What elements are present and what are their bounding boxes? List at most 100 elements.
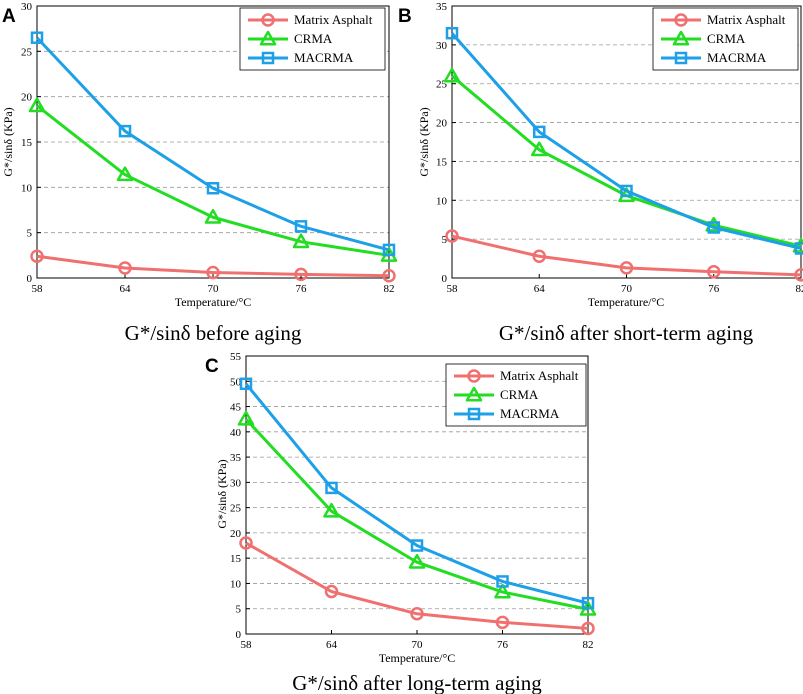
circle-marker [445, 229, 459, 243]
legend-label: MACRMA [294, 50, 354, 65]
x-tick-label: 82 [796, 283, 803, 295]
x-tick-label: 76 [708, 283, 720, 295]
x-tick-label: 58 [32, 283, 44, 295]
x-axis-label: Temperature/°C [379, 651, 456, 665]
x-tick-label: 76 [296, 283, 308, 295]
legend-label: Matrix Asphalt [294, 12, 373, 27]
legend-label: CRMA [707, 31, 746, 46]
y-tick-label: 0 [236, 629, 242, 641]
legend-circle-marker [261, 13, 275, 27]
series-matrix-asphalt [445, 229, 803, 282]
y-tick-label: 35 [436, 1, 448, 13]
square-marker [294, 220, 308, 233]
x-tick-label: 64 [534, 283, 546, 295]
square-marker [30, 31, 44, 44]
triangle-marker [705, 216, 722, 232]
chart-caption: G*/sinδ before aging [125, 321, 302, 345]
y-tick-label: 20 [21, 92, 33, 104]
triangle-marker [531, 141, 548, 157]
square-marker [707, 221, 720, 234]
series-matrix-asphalt [30, 249, 396, 283]
legend: Matrix Asphalt CRMA MACRMA [445, 363, 587, 427]
series-line [244, 418, 589, 611]
triangle-marker [28, 97, 46, 113]
y-tick-label: 20 [436, 118, 448, 130]
y-axis-label: G*/sinδ (KPa) [215, 459, 229, 528]
y-tick-label: 15 [230, 553, 242, 565]
series-macrma [239, 377, 595, 610]
legend: Matrix Asphalt CRMA MACRMA [652, 7, 799, 71]
legend-triangle-marker [465, 386, 483, 402]
series-line [244, 382, 589, 605]
series-line [245, 541, 589, 630]
x-tick-label: 70 [208, 283, 220, 295]
panel-letter: B [398, 6, 412, 27]
legend-square-marker [467, 407, 481, 421]
x-tick-label: 58 [447, 283, 459, 295]
circle-marker [619, 261, 634, 275]
circle-marker [294, 267, 308, 282]
triangle-marker [494, 583, 511, 599]
circle-marker [495, 615, 510, 630]
triangle-marker [116, 166, 134, 182]
chart-caption: G*/sinδ after short-term aging [499, 321, 754, 345]
x-axis-label: Temperature/°C [175, 295, 252, 309]
y-tick-label: 15 [436, 156, 448, 168]
legend-circle-marker [467, 369, 481, 383]
legend-square-marker [674, 51, 688, 65]
circle-marker [410, 607, 424, 621]
circle-marker [707, 265, 721, 279]
legend-label: MACRMA [707, 50, 767, 65]
triangle-marker [204, 209, 222, 224]
y-tick-label: 25 [21, 46, 33, 58]
legend-triangle-marker [259, 30, 277, 46]
y-tick-label: 5 [27, 228, 33, 240]
series-matrix-asphalt [239, 536, 595, 636]
y-tick-label: 10 [21, 182, 33, 194]
chart-panel-c: C 0 5 10 15 20 25 30 35 40 45 50 55 58 64 70 76 82 Tempera… [205, 351, 597, 694]
triangle-marker [443, 67, 461, 83]
series-macrma [445, 26, 803, 255]
triangle-marker [237, 410, 255, 426]
y-tick-label: 5 [236, 604, 242, 616]
y-tick-label: 25 [230, 503, 242, 515]
circle-marker [30, 249, 44, 263]
legend-label: CRMA [294, 31, 333, 46]
y-tick-label: 20 [230, 528, 242, 540]
circle-marker [206, 265, 220, 280]
y-tick-label: 35 [230, 452, 242, 464]
circle-marker [532, 249, 546, 263]
series-line [35, 36, 390, 252]
circle-marker [239, 536, 253, 550]
x-tick-label: 64 [326, 639, 338, 651]
y-tick-label: 5 [442, 234, 448, 246]
square-marker [620, 184, 633, 198]
y-tick-label: 0 [442, 273, 448, 285]
square-marker [533, 125, 546, 139]
square-marker [581, 596, 595, 610]
x-axis-label: Temperature/°C [588, 295, 665, 309]
x-tick-label: 76 [497, 639, 509, 651]
circle-marker [382, 268, 396, 283]
chart-panel-a: A 0 5 10 15 20 25 30 58 64 70 76 82 Temperature/°C G*/… [1, 1, 398, 345]
circle-marker [794, 268, 803, 282]
x-tick-label: 82 [384, 283, 395, 295]
x-tick-label: 70 [621, 283, 633, 295]
y-tick-label: 30 [230, 477, 242, 489]
square-marker [382, 243, 396, 257]
legend-circle-marker [674, 13, 688, 27]
chart-panel-b: B 0 5 10 15 20 25 30 35 58 64 70 76 82 Temperature/°C G… [398, 1, 803, 345]
y-tick-label: 10 [230, 578, 242, 590]
circle-marker [581, 621, 595, 636]
series-line [451, 234, 802, 277]
square-marker [445, 26, 459, 40]
square-marker [118, 124, 132, 138]
square-marker [496, 575, 509, 588]
x-tick-label: 82 [583, 639, 594, 651]
legend-label: Matrix Asphalt [500, 368, 579, 383]
square-marker [239, 377, 253, 391]
triangle-marker [292, 233, 310, 249]
legend-square-marker [261, 51, 275, 65]
y-axis-label: G*/sinδ (KPa) [1, 107, 15, 176]
